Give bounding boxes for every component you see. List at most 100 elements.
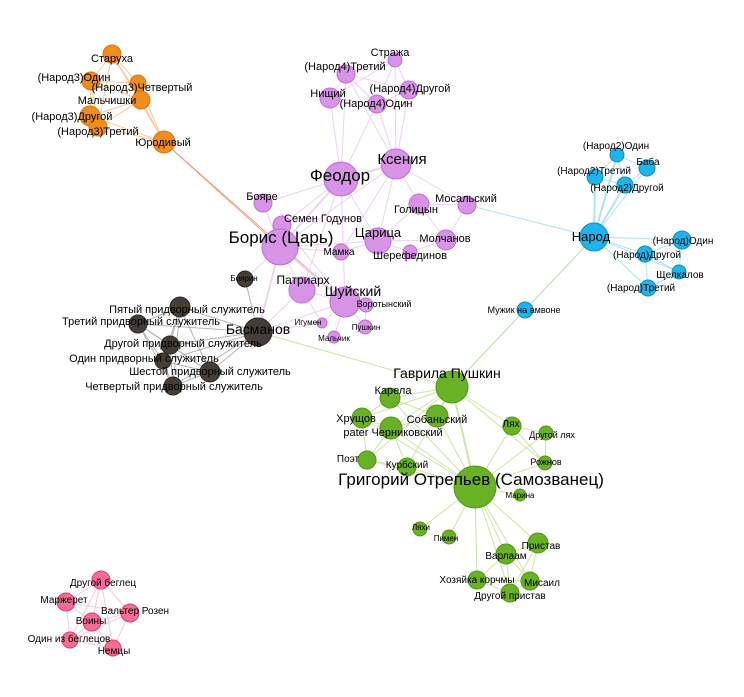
node-k4[interactable] — [82, 612, 102, 632]
node-o6[interactable] — [88, 117, 108, 137]
node-p8[interactable] — [253, 193, 273, 213]
node-g7[interactable] — [538, 425, 554, 441]
node-p15[interactable] — [332, 243, 350, 261]
node-p11[interactable] — [364, 227, 392, 255]
node-g16[interactable] — [495, 543, 517, 565]
node-label-o5: (Народ3)Другой — [32, 111, 113, 123]
edge-p7-p18 — [340, 178, 346, 303]
node-k3[interactable] — [120, 603, 140, 623]
node-k2[interactable] — [56, 592, 76, 612]
node-c8[interactable] — [671, 264, 687, 280]
node-g4[interactable] — [425, 404, 449, 428]
node-c9[interactable] — [639, 279, 657, 297]
edge-d3-d7 — [179, 306, 211, 373]
node-g5[interactable] — [379, 416, 403, 440]
node-p10[interactable] — [261, 228, 299, 266]
edge-d4-d8 — [137, 323, 174, 387]
node-g2[interactable] — [379, 387, 401, 409]
node-d6[interactable] — [154, 352, 172, 370]
node-p17[interactable] — [288, 276, 316, 304]
node-c6[interactable] — [672, 230, 692, 250]
node-d3[interactable] — [169, 296, 191, 318]
node-c4[interactable] — [616, 176, 634, 194]
node-label-p2: (Народ4)Третий — [304, 61, 385, 73]
node-c2[interactable] — [638, 159, 656, 177]
node-p7[interactable] — [323, 161, 359, 197]
node-label-c10: Мужик на амвоне — [487, 305, 560, 315]
node-g9[interactable] — [397, 457, 417, 477]
edge-c2-c5 — [593, 167, 648, 238]
node-g13[interactable] — [412, 521, 428, 537]
node-label-p7: Феодор — [310, 166, 370, 185]
node-label-p12: Голицын — [394, 204, 438, 216]
node-label-c9: (Народ)Третий — [607, 283, 675, 294]
node-g17[interactable] — [467, 570, 487, 590]
node-c10[interactable] — [516, 301, 534, 319]
node-p20[interactable] — [316, 317, 328, 329]
node-g8[interactable] — [357, 450, 377, 470]
edge-d8-d1 — [172, 331, 259, 387]
node-c1[interactable] — [609, 147, 625, 163]
node-p19[interactable] — [358, 297, 374, 313]
node-g11[interactable] — [453, 465, 497, 509]
node-p21[interactable] — [357, 319, 373, 335]
node-d4[interactable] — [128, 314, 148, 334]
node-d2[interactable] — [236, 270, 254, 288]
node-label-g6: Лях — [503, 419, 520, 430]
node-p12[interactable] — [408, 193, 430, 215]
node-k6[interactable] — [104, 639, 122, 657]
edge-d4-d1 — [137, 323, 259, 333]
node-g14[interactable] — [441, 529, 457, 545]
node-label-c6: (Народ)Один — [653, 236, 714, 247]
node-o7[interactable] — [152, 130, 176, 154]
node-label-g3: Хрущов — [336, 413, 376, 425]
node-g18[interactable] — [520, 571, 540, 591]
node-label-p6: Ксения — [377, 151, 426, 168]
node-g19[interactable] — [500, 583, 520, 603]
node-label-p14: Молчанов — [419, 233, 470, 245]
node-d1[interactable] — [243, 317, 273, 347]
node-o2[interactable] — [81, 71, 101, 91]
node-label-g15: Пристав — [522, 541, 561, 552]
node-k5[interactable] — [61, 631, 79, 649]
node-p1[interactable] — [387, 52, 403, 68]
node-g3[interactable] — [351, 407, 373, 429]
node-g10[interactable] — [537, 455, 553, 471]
node-label-d3: Пятый придворный служитель — [109, 304, 265, 316]
node-p6[interactable] — [380, 148, 412, 180]
node-c5[interactable] — [579, 222, 609, 252]
node-label-p19: Воротынский — [357, 299, 412, 309]
node-label-d1: Басманов — [226, 321, 290, 337]
node-label-p13: Мосальский — [435, 193, 497, 205]
node-p4[interactable] — [399, 80, 419, 100]
node-label-p21: Пушкин — [352, 323, 381, 332]
node-g12[interactable] — [513, 488, 527, 502]
node-label-g11: Григорий Отрепьев (Самозванец) — [338, 470, 604, 489]
node-p16[interactable] — [402, 244, 418, 260]
node-label-g10: Рожнов — [530, 457, 562, 467]
node-c3[interactable] — [586, 168, 604, 186]
node-p14[interactable] — [435, 229, 457, 251]
node-label-d4: Третий придворный служитель — [62, 316, 220, 328]
node-g6[interactable] — [502, 416, 522, 436]
node-p13[interactable] — [457, 195, 477, 215]
node-d5[interactable] — [160, 335, 180, 355]
node-g15[interactable] — [527, 532, 549, 554]
node-o1[interactable] — [102, 44, 122, 64]
node-label-c7: (Народ)Другой — [613, 250, 681, 261]
edge-k1-k5 — [69, 579, 102, 641]
node-p22[interactable] — [327, 330, 341, 344]
node-c7[interactable] — [636, 245, 654, 263]
node-p2[interactable] — [336, 64, 356, 84]
node-p5[interactable] — [367, 94, 387, 114]
node-p3[interactable] — [319, 87, 341, 109]
node-d8[interactable] — [163, 376, 183, 396]
node-o4[interactable] — [131, 90, 151, 110]
node-d7[interactable] — [199, 361, 221, 383]
node-label-o1: Старуха — [91, 53, 134, 65]
node-g1[interactable] — [435, 370, 469, 404]
node-k1[interactable] — [91, 570, 111, 590]
node-label-p5: (Народ4)Один — [340, 98, 413, 110]
